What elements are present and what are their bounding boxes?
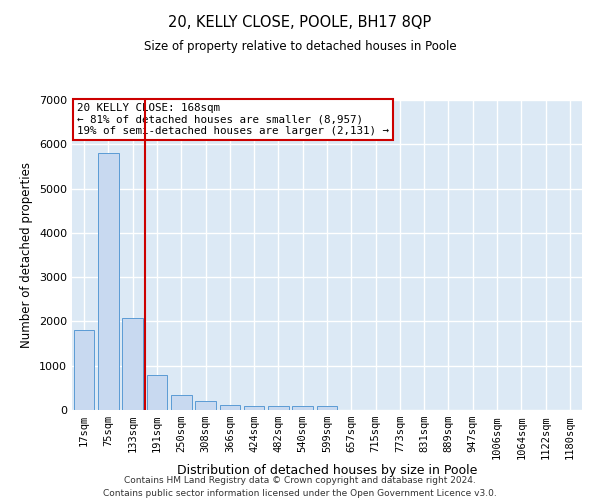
Bar [292, 406, 313, 410]
Bar [268, 406, 289, 410]
X-axis label: Distribution of detached houses by size in Poole: Distribution of detached houses by size … [177, 464, 477, 477]
Bar [220, 404, 240, 410]
Bar [98, 153, 119, 410]
Bar [122, 318, 143, 410]
Bar [146, 374, 167, 410]
Text: Contains HM Land Registry data © Crown copyright and database right 2024.: Contains HM Land Registry data © Crown c… [124, 476, 476, 485]
Y-axis label: Number of detached properties: Number of detached properties [20, 162, 34, 348]
Bar [74, 330, 94, 410]
Bar [171, 394, 191, 410]
Text: 20, KELLY CLOSE, POOLE, BH17 8QP: 20, KELLY CLOSE, POOLE, BH17 8QP [169, 15, 431, 30]
Text: 20 KELLY CLOSE: 168sqm
← 81% of detached houses are smaller (8,957)
19% of semi-: 20 KELLY CLOSE: 168sqm ← 81% of detached… [77, 103, 389, 136]
Text: Size of property relative to detached houses in Poole: Size of property relative to detached ho… [143, 40, 457, 53]
Bar [317, 406, 337, 410]
Text: Contains public sector information licensed under the Open Government Licence v3: Contains public sector information licen… [103, 488, 497, 498]
Bar [195, 401, 216, 410]
Bar [244, 406, 265, 410]
